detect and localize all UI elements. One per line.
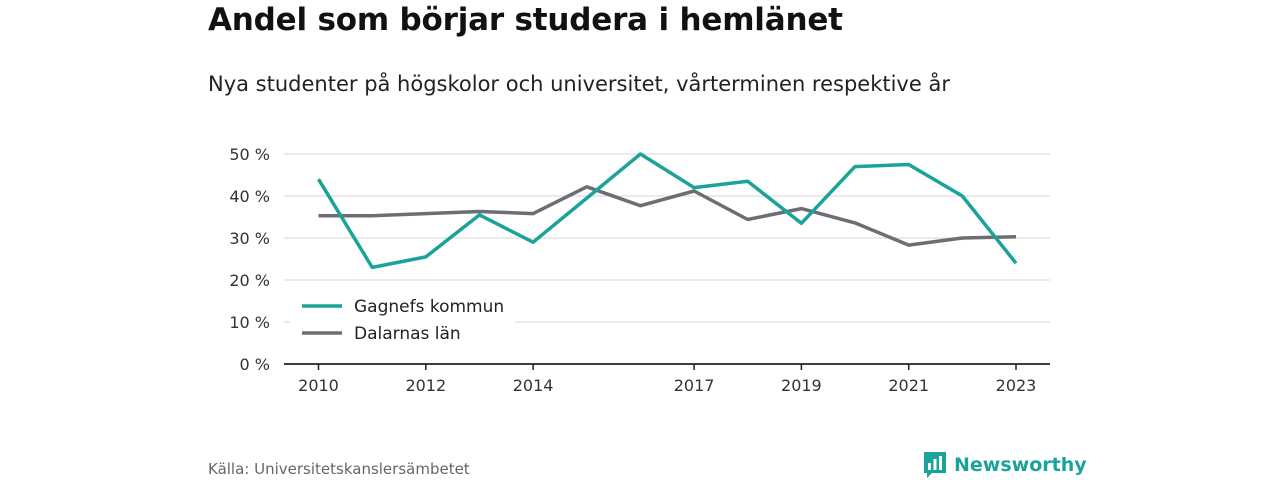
series-line-gagnef — [317, 152, 1018, 270]
series-line-dalarna — [318, 185, 1017, 247]
x-tick-label: 2014 — [513, 376, 554, 395]
x-axis-ticks: 2010 2012 2014 2017 2019 2021 2023 — [298, 364, 1036, 395]
legend-label-gagnef: Gagnefs kommun — [354, 297, 504, 317]
y-tick-label: 20 % — [229, 271, 270, 290]
x-tick-label: 2010 — [298, 376, 339, 395]
legend: Gagnefs kommun Dalarnas län — [290, 290, 515, 350]
x-tick-label: 2021 — [888, 376, 929, 395]
y-tick-label: 10 % — [229, 313, 270, 332]
y-tick-label: 30 % — [229, 229, 270, 248]
brand-name: Newsworthy — [954, 454, 1087, 476]
bar-chart-icon — [924, 452, 946, 478]
source-note: Källa: Universitetskanslersämbetet — [208, 460, 470, 478]
brand-logo: Newsworthy — [922, 450, 1087, 480]
y-axis-ticks: 0 % 10 % 20 % 30 % 40 % 50 % — [229, 145, 270, 374]
chart-subtitle: Nya studenter på högskolor och universit… — [208, 72, 950, 96]
x-tick-label: 2023 — [996, 376, 1037, 395]
legend-label-dalarna: Dalarnas län — [354, 324, 461, 344]
x-tick-label: 2012 — [405, 376, 446, 395]
y-tick-label: 40 % — [229, 187, 270, 206]
y-tick-label: 50 % — [229, 145, 270, 164]
x-tick-label: 2019 — [781, 376, 822, 395]
series-lines — [317, 152, 1018, 270]
y-tick-label: 0 % — [240, 355, 270, 374]
legend-background — [290, 290, 515, 350]
chart-title: Andel som börjar studera i hemlänet — [208, 2, 843, 38]
x-tick-label: 2017 — [674, 376, 715, 395]
